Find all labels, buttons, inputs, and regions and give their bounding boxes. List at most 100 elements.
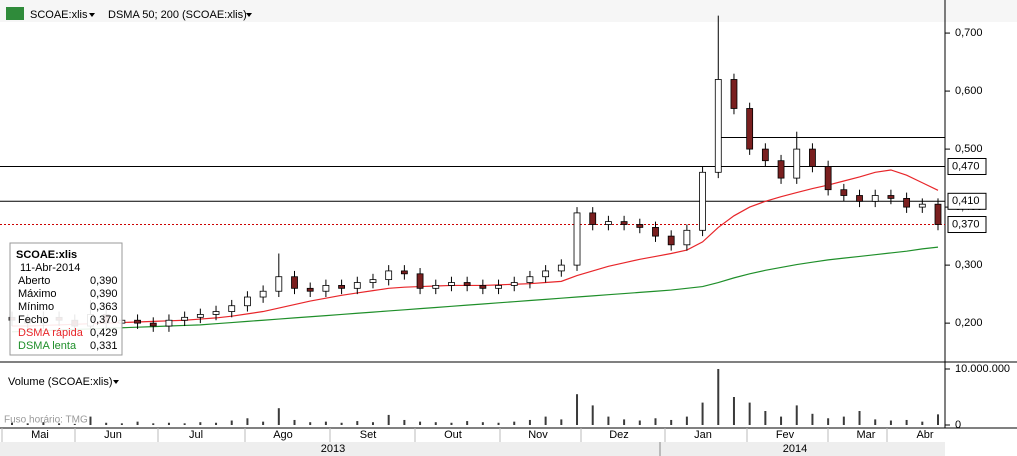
candle-body xyxy=(824,166,832,191)
volume-bar xyxy=(937,414,939,425)
volume-bar xyxy=(419,421,422,425)
level-label: 0,370 xyxy=(952,218,980,230)
candle-body xyxy=(149,322,157,327)
volume-bar xyxy=(528,419,531,425)
candle-body xyxy=(589,212,597,225)
candle-body xyxy=(385,270,393,281)
candle-body xyxy=(934,203,942,225)
volume-bar xyxy=(701,402,704,425)
year-row xyxy=(0,442,945,456)
volume-bar xyxy=(277,408,280,425)
volume-bar xyxy=(560,419,563,425)
volume-bar xyxy=(199,422,202,425)
volume-bar xyxy=(842,416,845,425)
level-label: 0,470 xyxy=(952,160,980,172)
volume-bar xyxy=(905,419,908,425)
candle-body xyxy=(306,287,314,292)
symbol[interactable]: SCOAE:xlis xyxy=(30,9,88,21)
candle-body xyxy=(699,171,706,231)
y-tick-label: 0,200 xyxy=(955,317,983,329)
volume-bar xyxy=(576,394,579,425)
volume-bar xyxy=(921,421,924,425)
info-value: 0,363 xyxy=(90,301,118,313)
info-box xyxy=(9,242,123,356)
volume-bar xyxy=(874,419,877,425)
indicator[interactable]: DSMA 50; 200 (SCOAE:xlis) xyxy=(108,9,247,21)
dropdown[interactable] xyxy=(246,13,252,17)
volume-bar xyxy=(105,422,108,425)
level-box xyxy=(947,192,987,210)
candle-body xyxy=(652,227,659,237)
candle-body xyxy=(165,319,173,327)
volume-bar xyxy=(466,421,469,425)
volume-bar xyxy=(230,420,233,425)
candle-body xyxy=(730,79,738,109)
info-value: 0,390 xyxy=(90,288,118,300)
volume-bar xyxy=(262,421,265,425)
volume-bar xyxy=(183,423,186,425)
x-tick-label: Mai xyxy=(31,429,49,441)
candle-body xyxy=(557,264,565,272)
v-tick-label: 10.000.000 xyxy=(955,363,1010,375)
info-key: Máximo xyxy=(18,288,57,300)
volume-bar xyxy=(324,421,327,425)
candle-body xyxy=(495,285,502,289)
volume-bar xyxy=(764,411,767,425)
candle-body xyxy=(448,282,455,286)
volume-title[interactable]: Volume (SCOAE:xlis) xyxy=(8,376,113,388)
dropdown[interactable] xyxy=(113,380,119,384)
volume-bar xyxy=(732,397,735,425)
candle-body xyxy=(887,195,895,199)
volume-bar xyxy=(827,418,830,425)
x-tick-label: Fev xyxy=(776,429,795,441)
candle-body xyxy=(416,273,424,289)
volume-bar xyxy=(371,422,374,425)
candle-body xyxy=(322,285,330,292)
dropdown[interactable] xyxy=(89,13,95,17)
year-label: 2014 xyxy=(783,443,807,455)
candle-body xyxy=(746,108,754,150)
volume-bar xyxy=(11,422,13,425)
volume-bar xyxy=(215,422,218,425)
x-tick-label: Abr xyxy=(916,429,933,441)
volume-bar xyxy=(607,416,610,425)
x-tick-label: Jul xyxy=(189,429,203,441)
volume-bar xyxy=(544,416,547,425)
candle-body xyxy=(636,224,644,228)
info-value: 0,370 xyxy=(90,314,118,326)
volume-bar xyxy=(780,416,783,425)
x-tick-label: Out xyxy=(444,429,462,441)
volume-bar xyxy=(403,419,406,425)
volume-bar xyxy=(26,423,29,425)
info-value: 0,429 xyxy=(90,327,118,339)
volume-bar xyxy=(58,423,61,425)
volume-bar xyxy=(152,423,155,425)
candle-body xyxy=(291,276,298,289)
volume-bar xyxy=(434,422,437,425)
x-tick-label: Nov xyxy=(528,429,548,441)
volume-bar xyxy=(481,422,484,425)
volume-bar xyxy=(748,402,751,425)
volume-bar xyxy=(858,411,861,425)
volume-bar xyxy=(309,422,312,425)
candle-body xyxy=(683,229,691,246)
info-date: 11-Abr-2014 xyxy=(20,262,80,274)
candle-body xyxy=(526,276,534,283)
candle-body xyxy=(761,148,769,162)
y-tick-label: 0,600 xyxy=(955,85,983,97)
volume-bar xyxy=(246,418,249,425)
volume-bar xyxy=(120,423,123,425)
volume-bar xyxy=(513,421,516,425)
y-tick-label: 0,700 xyxy=(955,27,983,39)
volume-bar xyxy=(89,416,92,425)
volume-bar xyxy=(670,419,673,425)
info-value: 0,390 xyxy=(90,275,118,287)
candle-body xyxy=(777,160,785,179)
candle-body xyxy=(479,285,487,289)
volume-bar xyxy=(450,422,453,425)
candle-body xyxy=(573,212,581,266)
candle-body xyxy=(181,316,189,321)
volume-bar xyxy=(293,419,296,425)
candle-body xyxy=(918,203,926,208)
